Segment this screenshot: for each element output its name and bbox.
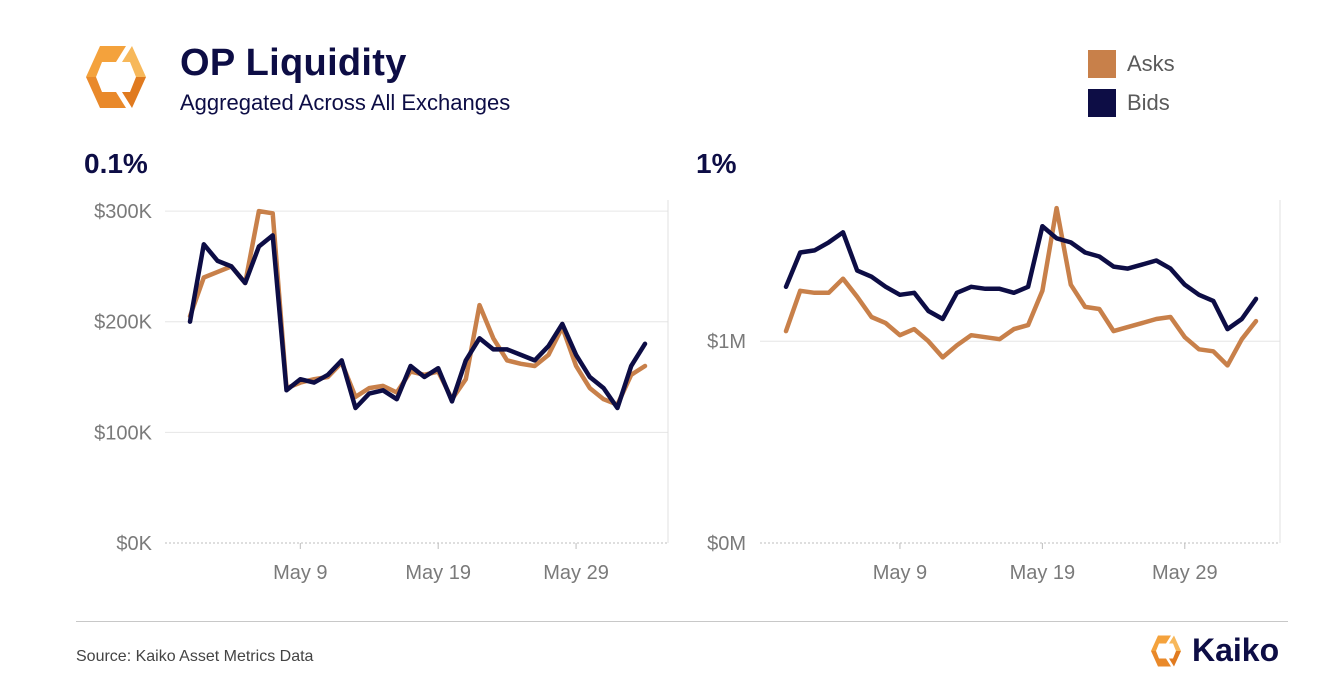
ytick-0m-label: $0M bbox=[707, 533, 746, 555]
xtick-label-1-1: May 19 bbox=[1010, 562, 1076, 584]
legend-label-asks: Asks bbox=[1127, 51, 1175, 76]
ytick-0k-label: $0K bbox=[116, 533, 152, 555]
xtick-label-0-1: May 19 bbox=[405, 562, 471, 584]
ytick-300k-label: $300K bbox=[94, 201, 152, 223]
legend-item-bids: Bids bbox=[1088, 89, 1175, 117]
chart-subtitle: Aggregated Across All Exchanges bbox=[180, 90, 511, 115]
kaiko-brand-icon bbox=[1151, 635, 1181, 666]
panel-title-0-1-percent: 0.1% bbox=[84, 148, 148, 179]
series-line-asks-1 bbox=[783, 205, 1259, 368]
xtick-label-0-0: May 9 bbox=[273, 562, 327, 584]
ytick-100k-label: $100K bbox=[94, 422, 152, 444]
chart-title: OP Liquidity bbox=[180, 42, 407, 84]
legend-swatch-asks bbox=[1088, 50, 1116, 78]
brand-name: Kaiko bbox=[1192, 632, 1280, 668]
xtick-label-0-2: May 29 bbox=[543, 562, 609, 584]
ytick-1m-label: $1M bbox=[707, 331, 746, 353]
source-note: Source: Kaiko Asset Metrics Data bbox=[76, 648, 314, 665]
kaiko-logo-icon bbox=[86, 46, 146, 108]
ytick-200k-label: $200K bbox=[94, 312, 152, 334]
footer-divider bbox=[76, 621, 1288, 622]
series-line-asks-0 bbox=[187, 208, 648, 407]
legend-item-asks: Asks bbox=[1088, 50, 1175, 78]
xtick-label-1-0: May 9 bbox=[873, 562, 927, 584]
legend: Asks Bids bbox=[1088, 50, 1175, 128]
legend-label-bids: Bids bbox=[1127, 90, 1170, 115]
series-line-bids-0 bbox=[187, 233, 648, 411]
legend-swatch-bids bbox=[1088, 89, 1116, 117]
xtick-label-1-2: May 29 bbox=[1152, 562, 1218, 584]
series-line-bids-1 bbox=[783, 223, 1259, 332]
panel-title-1-percent: 1% bbox=[696, 148, 737, 179]
brand-mark: Kaiko bbox=[1148, 632, 1279, 669]
